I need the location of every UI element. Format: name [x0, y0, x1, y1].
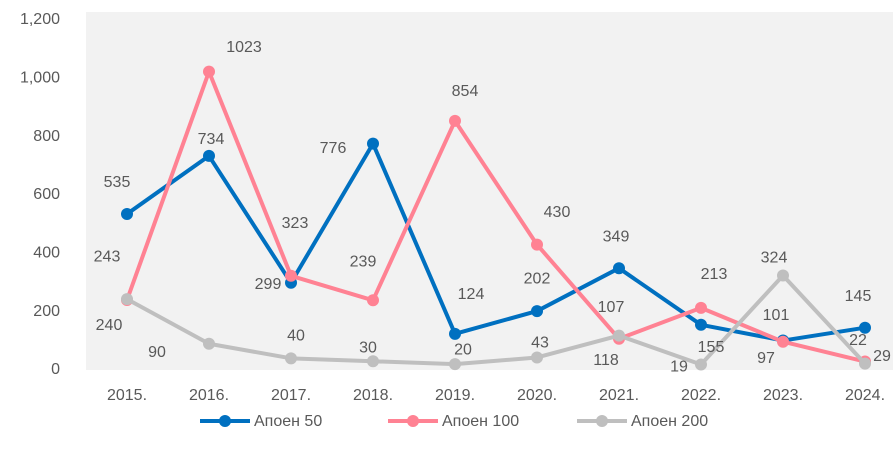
data-point [449, 358, 461, 371]
x-tick-label: 2019. [435, 387, 475, 404]
data-label: 1023 [226, 39, 262, 56]
data-point [121, 293, 133, 306]
data-label: 299 [255, 276, 282, 293]
data-label: 107 [598, 299, 625, 316]
x-tick-label: 2021. [599, 387, 639, 404]
legend-label: Апоен 50 [254, 413, 322, 430]
data-point [777, 269, 789, 282]
data-point [203, 337, 215, 350]
data-point [695, 318, 707, 331]
x-tick-label: 2024. [845, 387, 885, 404]
x-tick-label: 2015. [107, 387, 147, 404]
y-tick-label: 800 [33, 128, 60, 145]
data-point [367, 137, 379, 150]
data-point [531, 305, 543, 318]
x-tick-label: 2016. [189, 387, 229, 404]
data-label: 22 [849, 332, 867, 349]
data-point [203, 149, 215, 162]
data-label: 349 [603, 228, 630, 245]
data-label: 734 [198, 131, 225, 148]
x-tick-label: 2023. [763, 387, 803, 404]
data-label: 243 [94, 248, 121, 265]
data-label: 19 [670, 359, 688, 376]
data-label: 535 [104, 174, 131, 191]
x-tick-label: 2022. [681, 387, 721, 404]
data-point [695, 301, 707, 314]
data-label: 430 [544, 204, 571, 221]
data-point [285, 269, 297, 282]
series-line [125, 141, 866, 343]
data-point [203, 65, 215, 78]
legend-label: Апоен 200 [631, 413, 708, 430]
data-point [613, 329, 625, 342]
data-label: 101 [763, 307, 790, 324]
data-point [613, 262, 625, 275]
plot-area [86, 12, 893, 370]
data-label: 97 [757, 350, 775, 367]
legend-marker [596, 415, 608, 427]
series-line [126, 273, 867, 367]
data-label: 202 [524, 270, 551, 287]
data-point [121, 207, 133, 220]
data-point [449, 327, 461, 340]
data-label: 90 [148, 344, 166, 361]
data-label: 240 [96, 317, 123, 334]
data-label: 145 [845, 288, 872, 305]
y-tick-label: 1,200 [20, 11, 60, 28]
data-point [859, 357, 871, 370]
y-tick-label: 0 [51, 361, 60, 378]
data-point [859, 321, 871, 334]
data-label: 20 [454, 341, 472, 358]
data-label: 213 [701, 266, 728, 283]
data-point [367, 355, 379, 368]
data-point [531, 351, 543, 364]
data-point [531, 238, 543, 251]
data-point [367, 294, 379, 307]
data-label: 43 [531, 335, 549, 352]
legend-marker [407, 415, 419, 427]
x-tick-label: 2017. [271, 387, 311, 404]
series-line [125, 69, 866, 364]
data-point [695, 358, 707, 371]
data-label: 323 [282, 215, 309, 232]
x-tick-label: 2020. [517, 387, 557, 404]
data-point [449, 114, 461, 127]
y-tick-label: 200 [33, 303, 60, 320]
y-tick-label: 600 [33, 186, 60, 203]
data-label: 30 [359, 339, 377, 356]
legend-label: Апоен 100 [442, 413, 519, 430]
data-label: 29 [873, 348, 891, 365]
data-point [777, 335, 789, 348]
data-label: 155 [698, 339, 725, 356]
y-tick-label: 400 [33, 245, 60, 262]
data-label: 776 [320, 140, 347, 157]
data-label: 324 [761, 250, 788, 267]
legend-marker [219, 415, 231, 427]
data-label: 118 [593, 352, 619, 369]
data-label: 854 [452, 83, 479, 100]
data-label: 40 [287, 328, 305, 345]
data-label: 239 [350, 254, 377, 271]
data-label: 124 [458, 286, 485, 303]
y-tick-label: 1,000 [20, 70, 60, 87]
x-tick-label: 2018. [353, 387, 393, 404]
data-point [285, 352, 297, 365]
